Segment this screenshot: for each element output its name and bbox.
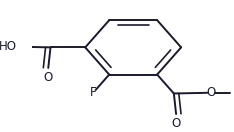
Text: O: O — [172, 117, 181, 131]
Text: HO: HO — [0, 40, 16, 53]
Text: F: F — [90, 86, 97, 99]
Text: O: O — [206, 86, 215, 99]
Text: O: O — [44, 71, 53, 84]
